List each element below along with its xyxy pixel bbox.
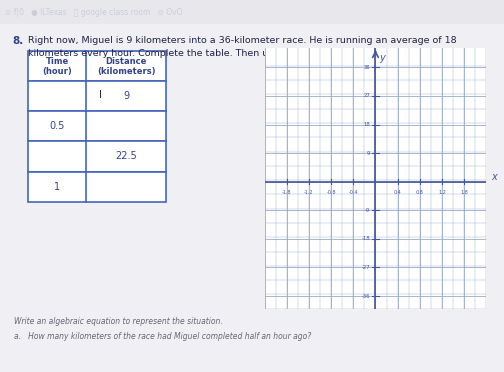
Bar (28, 81, 166, 111)
Text: 9: 9 (366, 151, 370, 155)
Text: 8.: 8. (12, 36, 23, 46)
Text: Write an algebraic equation to represent the situation.: Write an algebraic equation to represent… (14, 317, 223, 326)
Text: 36: 36 (363, 65, 370, 70)
Text: 1.2: 1.2 (438, 190, 446, 195)
Text: ⊙ f|0   ● ILTexas   🔒 google class room   ⊙ OvO: ⊙ f|0 ● ILTexas 🔒 google class room ⊙ Ov… (5, 7, 182, 17)
Text: 0.5: 0.5 (49, 121, 65, 131)
Bar (28, 111, 166, 141)
Text: Distance
(kilometers): Distance (kilometers) (97, 57, 155, 76)
Text: -1.2: -1.2 (304, 190, 313, 195)
Bar (28, 171, 166, 202)
Text: -27: -27 (361, 265, 370, 270)
Text: -0.8: -0.8 (327, 190, 336, 195)
Text: -18: -18 (361, 236, 370, 241)
Text: Right now, Miguel is 9 kilometers into a 36-kilometer race. He is running an ave: Right now, Miguel is 9 kilometers into a… (28, 36, 457, 45)
Text: -9: -9 (365, 208, 370, 213)
Text: 0.4: 0.4 (394, 190, 402, 195)
Text: I: I (98, 90, 101, 100)
Text: -0.4: -0.4 (349, 190, 358, 195)
Text: y: y (379, 53, 385, 63)
Text: 1: 1 (54, 182, 60, 192)
Bar (28, 51, 166, 81)
Text: MULTIPLE REPRESENTATIONS OF EQUATIONS: MULTIPLE REPRESENTATIONS OF EQUATIONS (297, 24, 498, 33)
Text: 18: 18 (363, 122, 370, 127)
Text: 9: 9 (123, 92, 129, 101)
Text: kilometers every hour. Complete the table. Then use the table to graph the relat: kilometers every hour. Complete the tabl… (28, 49, 449, 58)
Text: 1.8: 1.8 (460, 190, 468, 195)
Text: 22.5: 22.5 (115, 151, 137, 161)
Text: -36: -36 (361, 294, 370, 299)
Text: x: x (491, 172, 496, 182)
Text: a.   How many kilometers of the race had Miguel completed half an hour ago?: a. How many kilometers of the race had M… (14, 332, 311, 341)
Text: 27: 27 (363, 93, 370, 99)
Text: Time
(hour): Time (hour) (42, 57, 72, 76)
Text: -1.8: -1.8 (282, 190, 291, 195)
Text: 0.8: 0.8 (416, 190, 424, 195)
Bar (28, 141, 166, 171)
